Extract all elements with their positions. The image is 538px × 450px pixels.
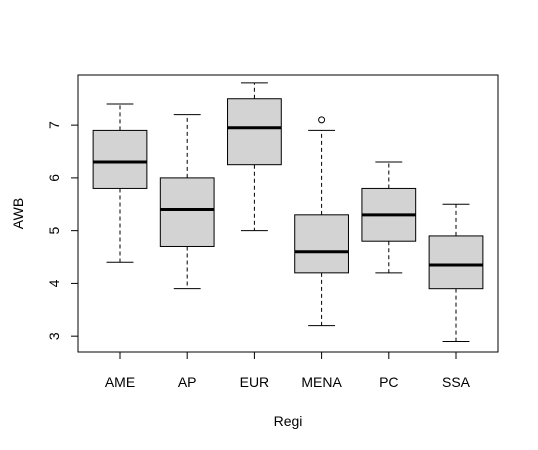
y-tick-label: 5 xyxy=(46,227,62,235)
box-ssa xyxy=(428,203,484,342)
iqr-box xyxy=(294,214,349,274)
box-mena xyxy=(294,116,349,327)
x-axis-label: Regi xyxy=(274,413,303,429)
boxes-layer xyxy=(92,82,484,342)
box-pc xyxy=(361,161,417,274)
x-tick-label: AP xyxy=(178,374,197,390)
y-axis-label: AWB xyxy=(10,198,26,229)
y-tick-label: 6 xyxy=(46,174,62,182)
plot-frame xyxy=(77,74,499,353)
x-tick-label: MENA xyxy=(301,374,342,390)
box-ap xyxy=(159,114,215,290)
y-tick-label: 3 xyxy=(46,332,62,340)
iqr-box xyxy=(92,129,148,189)
iqr-box xyxy=(227,98,282,166)
x-tick-label: SSA xyxy=(442,374,471,390)
y-tick-label: 4 xyxy=(46,279,62,287)
y-tick-label: 7 xyxy=(46,121,62,129)
box-eur xyxy=(227,82,282,232)
x-tick-label: AME xyxy=(105,374,135,390)
x-tick-label: PC xyxy=(379,374,398,390)
iqr-box xyxy=(159,177,215,247)
outlier-point xyxy=(318,116,326,124)
x-tick-label: EUR xyxy=(240,374,270,390)
box-ame xyxy=(92,103,148,263)
iqr-box xyxy=(428,235,484,290)
